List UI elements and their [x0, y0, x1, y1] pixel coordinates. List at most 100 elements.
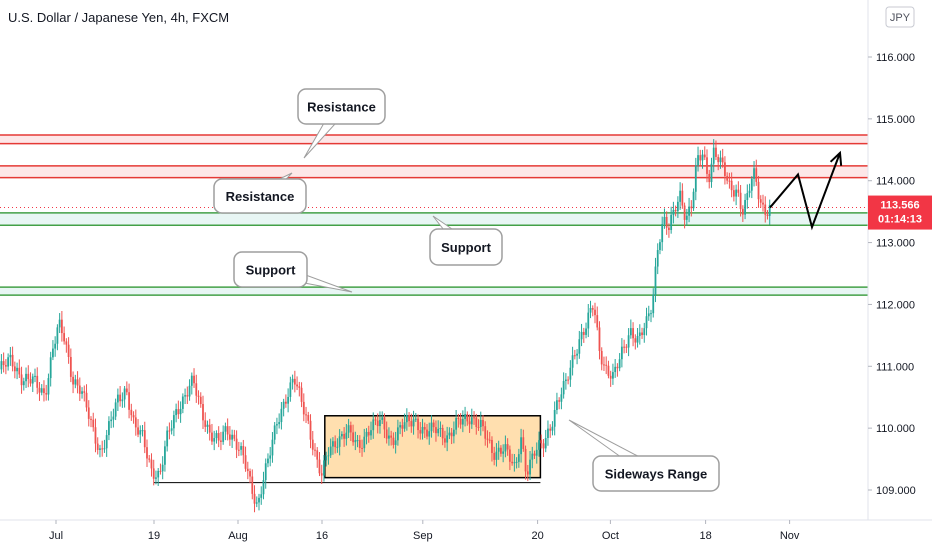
price-axis[interactable]: 109.000 110.000 111.000 112.000 113.000 114.0… — [868, 52, 916, 497]
candle-body — [374, 419, 377, 421]
candle-body — [166, 430, 169, 447]
candle-body — [665, 216, 668, 228]
candle-body — [697, 155, 699, 166]
candle-body — [419, 430, 422, 434]
time-tick-label: 19 — [148, 530, 160, 542]
candle-body — [517, 454, 520, 462]
candle-body — [269, 455, 272, 459]
candle-body — [482, 419, 484, 427]
candle-body — [641, 332, 643, 336]
candle-body — [18, 367, 21, 375]
candle-body — [412, 419, 415, 427]
candle-body — [659, 242, 661, 251]
candle-body — [542, 443, 545, 449]
callout-joint — [461, 242, 471, 252]
candle-body — [719, 157, 722, 163]
candle-body — [202, 403, 204, 421]
candle-body — [508, 449, 511, 462]
currency-badge[interactable]: JPY — [885, 6, 915, 28]
candle-body — [291, 378, 294, 383]
candle-body — [735, 189, 738, 197]
resistance-zone-lower — [0, 165, 868, 178]
candle-body — [370, 430, 372, 436]
candle-body — [242, 446, 245, 456]
candle-body — [513, 462, 516, 464]
time-tick-label: 18 — [699, 530, 711, 542]
candle-body — [204, 420, 207, 427]
callout-joint — [256, 191, 264, 201]
candle-body — [444, 438, 446, 443]
currency-label: JPY — [890, 12, 911, 24]
candle-body — [645, 316, 648, 329]
candle-body — [612, 372, 614, 379]
candle-body — [60, 319, 63, 334]
candle-body — [262, 480, 265, 495]
candle-body — [558, 400, 561, 402]
candle-body — [491, 439, 493, 453]
callout-label: Resistance — [226, 189, 295, 204]
candle-body — [600, 350, 603, 365]
candle-body — [343, 433, 346, 439]
candle-body — [643, 328, 646, 336]
sideways-range — [154, 415, 542, 484]
support-callout-left: Support — [233, 251, 353, 293]
candle-body — [598, 327, 601, 351]
candle-body — [2, 361, 5, 366]
candle-body — [746, 193, 749, 200]
candle-body — [184, 395, 186, 397]
candle-body — [522, 437, 525, 449]
candle-body — [284, 401, 287, 404]
candle-body — [186, 395, 189, 397]
candle-body — [307, 414, 310, 421]
candle-body — [38, 387, 41, 393]
candle-body — [455, 417, 458, 430]
candle-body — [67, 344, 70, 357]
candle-body — [706, 157, 708, 174]
candle-body — [40, 388, 43, 393]
candle-body — [318, 459, 321, 474]
callout-label: Support — [441, 240, 491, 255]
candle-body — [336, 446, 339, 448]
candle-body — [155, 477, 157, 479]
candle-body — [540, 440, 543, 444]
candle-body — [125, 388, 128, 393]
candle-body — [473, 417, 475, 419]
candle-body — [636, 335, 639, 343]
candle-body — [7, 357, 10, 367]
candle-body — [556, 400, 558, 410]
candle-body — [22, 381, 25, 386]
candle-body — [379, 419, 381, 427]
candle-body — [311, 439, 314, 450]
candle-body — [347, 425, 350, 433]
candle-body — [553, 409, 556, 427]
current-price-value: 113.566 — [880, 200, 919, 212]
candle-body — [251, 476, 254, 494]
candle-body — [732, 190, 735, 197]
candle-body — [495, 451, 498, 460]
candle-body — [181, 396, 184, 409]
candle-body — [674, 209, 677, 212]
candle-body — [222, 431, 225, 442]
candle-body — [544, 438, 547, 449]
candle-body — [535, 449, 538, 456]
candle-body — [549, 428, 552, 431]
candle-body — [661, 224, 664, 243]
candle-body — [627, 335, 630, 348]
candle-body — [249, 471, 251, 477]
candle-body — [240, 446, 242, 450]
candle-body — [108, 421, 110, 436]
candle-body — [340, 433, 343, 437]
candle-body — [74, 379, 77, 385]
candle-body — [762, 202, 764, 205]
time-axis[interactable]: Jul 19 Aug 16 Sep 20 Oct 18 Nov — [49, 520, 800, 542]
candle-body — [625, 346, 628, 348]
candle-body — [231, 434, 234, 440]
candle-body — [237, 449, 240, 451]
candle-body — [316, 450, 319, 460]
candle-body — [750, 178, 753, 191]
candle-body — [211, 432, 213, 442]
candle-body — [414, 418, 417, 420]
candle-body — [358, 440, 361, 448]
candle-body — [81, 391, 83, 394]
